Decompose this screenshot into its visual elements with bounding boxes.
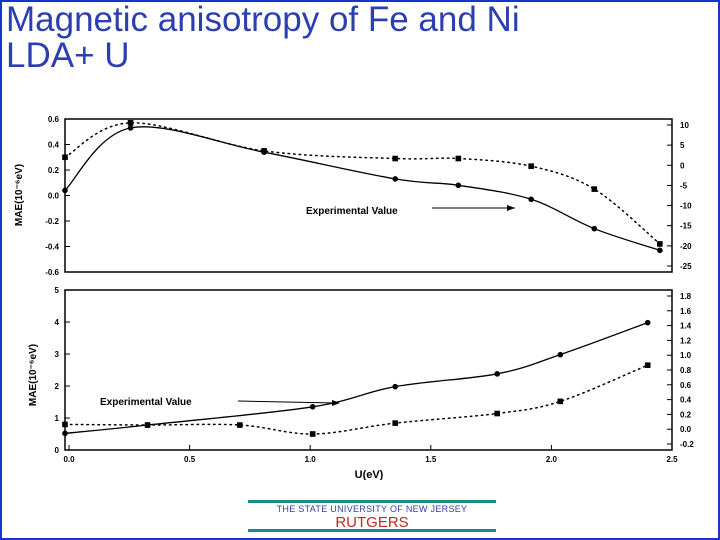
bottom-series-1-point xyxy=(392,420,399,426)
top-ytick-right-label: 0 xyxy=(680,161,685,170)
top-series-0-point xyxy=(591,225,598,232)
bottom-annotation-arrowhead xyxy=(332,400,340,406)
bottom-ytick-label: 4 xyxy=(55,318,60,327)
top-ytick-right-label: 5 xyxy=(680,141,685,150)
bottom-xlabel: U(eV) xyxy=(355,469,384,480)
bottom-xtick-label: 1.5 xyxy=(425,455,437,464)
bottom-series-1-point xyxy=(237,422,243,428)
bottom-ytick-label: 1 xyxy=(55,414,60,423)
top-series-0-point xyxy=(127,125,134,131)
top-series-0-point xyxy=(455,182,462,189)
bottom-series-0-point xyxy=(494,371,500,377)
bottom-series-0-point xyxy=(309,404,316,410)
bottom-xtick-label: 0.0 xyxy=(63,455,75,464)
top-ytick-right-label: -5 xyxy=(680,181,688,190)
top-series-1-point xyxy=(62,154,68,161)
top-annotation: Experimental Value xyxy=(306,206,398,217)
footer-logo: THE STATE UNIVERSITY OF NEW JERSEY RUTGE… xyxy=(248,500,496,532)
bottom-ytick-right-label: 1.8 xyxy=(680,292,692,301)
top-ytick-label: 0.6 xyxy=(48,115,60,124)
bottom-ytick-label: 0 xyxy=(55,446,60,455)
bottom-series-1-point xyxy=(309,431,316,437)
bottom-ytick-right-label: -0.2 xyxy=(680,440,694,449)
footer-bar-bottom xyxy=(248,529,496,532)
bottom-ytick-label: 3 xyxy=(55,350,60,359)
top-series-1-point xyxy=(392,155,399,162)
bottom-xtick-label: 0.5 xyxy=(184,455,196,464)
top-ytick-label: -0.2 xyxy=(45,217,59,226)
top-ytick-label: 0.4 xyxy=(48,141,60,150)
bottom-series-solid-line xyxy=(64,321,648,435)
title-line-1: Magnetic anisotropy of Fe and Ni xyxy=(6,0,520,39)
bottom-xtick-label: 2.5 xyxy=(666,455,678,464)
top-ytick-right-label: -20 xyxy=(680,242,692,251)
bottom-series-dotted-line xyxy=(64,364,649,435)
mae-figure: MAE(10⁻⁶eV) Experimental Value 0.6 0.4 0.2… xyxy=(14,115,694,480)
top-ytick-label: 0.0 xyxy=(48,192,60,201)
top-series-1-point xyxy=(127,120,134,126)
top-series-1-point xyxy=(528,163,534,169)
bottom-series-1-point xyxy=(644,362,651,368)
bottom-series-0-point xyxy=(644,319,651,326)
bottom-series-1-point xyxy=(557,398,564,405)
top-series-0-point xyxy=(657,247,663,254)
bottom-ytick-label: 5 xyxy=(55,286,60,295)
title-line-2: LDA+ U xyxy=(6,36,130,75)
top-ytick-label: 0.2 xyxy=(48,166,60,175)
bottom-ytick-right-label: 0.0 xyxy=(680,425,692,434)
bottom-ytick-right-label: 0.8 xyxy=(680,366,692,375)
bottom-series-0-point xyxy=(392,383,399,390)
bottom-annotation-arrow xyxy=(237,400,337,404)
top-series-1-point xyxy=(261,148,267,154)
top-series-0-point xyxy=(528,196,534,203)
bottom-ytick-right-label: 1.0 xyxy=(680,351,692,360)
bottom-series-1-point xyxy=(144,422,151,428)
top-series-1-point xyxy=(455,155,462,162)
footer-bar-top xyxy=(248,500,496,503)
top-panel: MAE(10⁻⁶eV) Experimental Value 0.6 0.4 0.2… xyxy=(14,115,692,277)
bottom-ytick-right-label: 1.6 xyxy=(680,307,692,316)
bottom-series-1-point xyxy=(62,421,68,428)
bottom-plot-frame xyxy=(64,289,673,451)
top-ylabel: MAE(10⁻⁶eV) xyxy=(14,164,25,226)
top-series-solid-line xyxy=(64,126,661,251)
top-annotation-arrowhead xyxy=(507,205,515,211)
bottom-annotation: Experimental Value xyxy=(100,397,192,408)
bottom-ytick-right-label: 0.2 xyxy=(680,410,692,419)
top-ytick-right-label: -25 xyxy=(680,262,692,271)
bottom-panel: MAE(10⁻⁶eV) U(eV) Experimental Value 5 4 3… xyxy=(28,286,694,480)
footer-university: THE STATE UNIVERSITY OF NEW JERSEY xyxy=(276,504,468,514)
top-series-0-point xyxy=(62,187,68,194)
slide-title: Magnetic anisotropy of Fe and Ni LDA+ U xyxy=(6,2,686,74)
top-series-0-point xyxy=(392,176,399,182)
top-plot-frame xyxy=(64,118,673,273)
bottom-series-1-point xyxy=(494,410,500,417)
bottom-ytick-right-label: 0.4 xyxy=(680,396,692,405)
bottom-ytick-right-label: 1.4 xyxy=(680,322,692,331)
bottom-ytick-right-label: 0.6 xyxy=(680,381,692,390)
top-ytick-right-label: -15 xyxy=(680,222,692,231)
top-series-dotted-line xyxy=(64,122,661,245)
bottom-xtick-label: 2.0 xyxy=(546,455,558,464)
top-series-1-point xyxy=(591,186,598,192)
top-ytick-label: -0.6 xyxy=(45,268,59,277)
top-ytick-right-label: 10 xyxy=(680,121,689,130)
bottom-xtick-label: 1.0 xyxy=(305,455,317,464)
top-ytick-right-label: -10 xyxy=(680,202,692,211)
bottom-ytick-label: 2 xyxy=(55,382,60,391)
bottom-ytick-right-label: 1.2 xyxy=(680,336,692,345)
bottom-series-0-point xyxy=(557,351,564,358)
top-series-1-point xyxy=(657,241,663,247)
bottom-series-0-point xyxy=(62,430,68,437)
bottom-ylabel: MAE(10⁻⁶eV) xyxy=(28,344,39,406)
footer-rutgers: RUTGERS xyxy=(335,514,409,531)
top-ytick-label: -0.4 xyxy=(45,243,59,252)
